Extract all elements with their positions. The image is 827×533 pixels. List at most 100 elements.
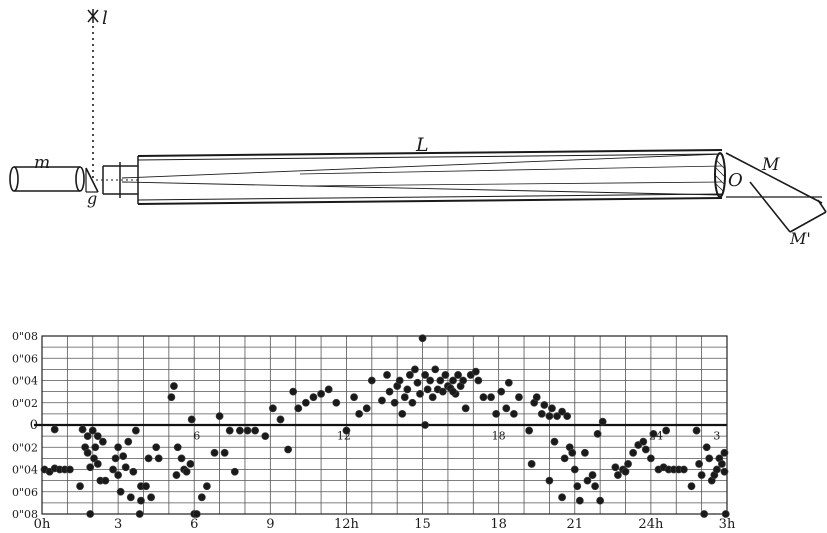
data-point — [693, 427, 700, 434]
data-point — [102, 477, 109, 484]
y-tick-label: 0"06 — [12, 352, 38, 365]
inline-hour-label: 6 — [193, 429, 200, 442]
data-point — [180, 466, 187, 473]
data-point — [551, 438, 558, 445]
data-point — [566, 444, 573, 451]
data-point — [84, 433, 91, 440]
data-point — [203, 483, 210, 490]
data-point — [419, 335, 426, 342]
data-point — [597, 497, 604, 504]
data-point — [642, 446, 649, 453]
data-point — [721, 449, 728, 456]
data-point — [66, 466, 73, 473]
data-point — [416, 390, 423, 397]
data-point — [718, 460, 725, 467]
data-point — [429, 394, 436, 401]
data-point — [155, 455, 162, 462]
data-point — [183, 468, 190, 475]
data-point — [295, 405, 302, 412]
data-point — [136, 510, 143, 517]
data-point — [137, 483, 144, 490]
data-point — [564, 413, 571, 420]
data-point — [452, 390, 459, 397]
data-point — [363, 405, 370, 412]
data-point — [472, 368, 479, 375]
eyepiece — [96, 156, 138, 204]
data-point — [630, 449, 637, 456]
inline-hour-label: 12 — [337, 429, 351, 442]
data-point — [548, 405, 555, 412]
data-point — [505, 379, 512, 386]
data-point — [498, 388, 505, 395]
inline-hour-label: 24 — [649, 429, 663, 442]
data-point — [558, 408, 565, 415]
data-point — [460, 377, 467, 384]
data-point — [558, 494, 565, 501]
data-point — [574, 483, 581, 490]
data-point — [378, 397, 385, 404]
tube-label: L — [415, 134, 429, 156]
data-point — [424, 386, 431, 393]
data-point — [409, 399, 416, 406]
data-point — [41, 466, 48, 473]
data-point — [142, 483, 149, 490]
data-point — [130, 468, 137, 475]
y-tick-label: 0"08 — [12, 508, 38, 521]
data-point — [170, 382, 177, 389]
chart-grid — [34, 336, 727, 514]
data-point — [553, 413, 560, 420]
y-tick-label: 0 — [30, 418, 38, 433]
data-point — [401, 394, 408, 401]
x-tick-label: 18 — [490, 517, 507, 532]
data-point — [663, 427, 670, 434]
data-point — [56, 466, 63, 473]
data-point — [635, 441, 642, 448]
data-point — [191, 510, 198, 517]
data-point — [475, 377, 482, 384]
data-point — [84, 449, 91, 456]
data-point — [680, 466, 687, 473]
data-point — [137, 497, 144, 504]
data-point — [61, 466, 68, 473]
data-point — [541, 401, 548, 408]
x-tick-label: 12h — [334, 517, 360, 532]
data-point — [655, 466, 662, 473]
data-point — [396, 377, 403, 384]
data-point — [510, 410, 517, 417]
data-point — [221, 449, 228, 456]
data-point — [665, 466, 672, 473]
data-point — [173, 471, 180, 478]
data-point — [404, 386, 411, 393]
objective-lens — [715, 153, 725, 197]
objective-label: O — [728, 170, 743, 191]
data-point — [231, 468, 238, 475]
data-point — [187, 460, 194, 467]
x-tick-label: 6 — [190, 517, 198, 532]
data-point — [386, 388, 393, 395]
data-point — [439, 388, 446, 395]
data-point — [262, 433, 269, 440]
inline-hour-label: 18 — [492, 429, 506, 442]
data-point — [94, 433, 101, 440]
data-point — [503, 405, 510, 412]
data-point — [569, 449, 576, 456]
data-point — [317, 390, 324, 397]
data-point — [290, 388, 297, 395]
data-point — [406, 371, 413, 378]
prism-label: g — [87, 189, 97, 208]
data-point — [145, 455, 152, 462]
data-point — [493, 410, 500, 417]
data-point — [211, 449, 218, 456]
star-label: l — [102, 8, 108, 29]
y-tick-label: 0"08 — [12, 330, 38, 343]
data-point — [688, 483, 695, 490]
data-point — [284, 446, 291, 453]
data-point — [647, 455, 654, 462]
data-point — [216, 413, 223, 420]
data-point — [117, 488, 124, 495]
data-point — [421, 421, 428, 428]
data-point — [115, 471, 122, 478]
data-point — [546, 413, 553, 420]
data-point — [132, 427, 139, 434]
mirror-m-prime-label: M' — [789, 229, 811, 248]
